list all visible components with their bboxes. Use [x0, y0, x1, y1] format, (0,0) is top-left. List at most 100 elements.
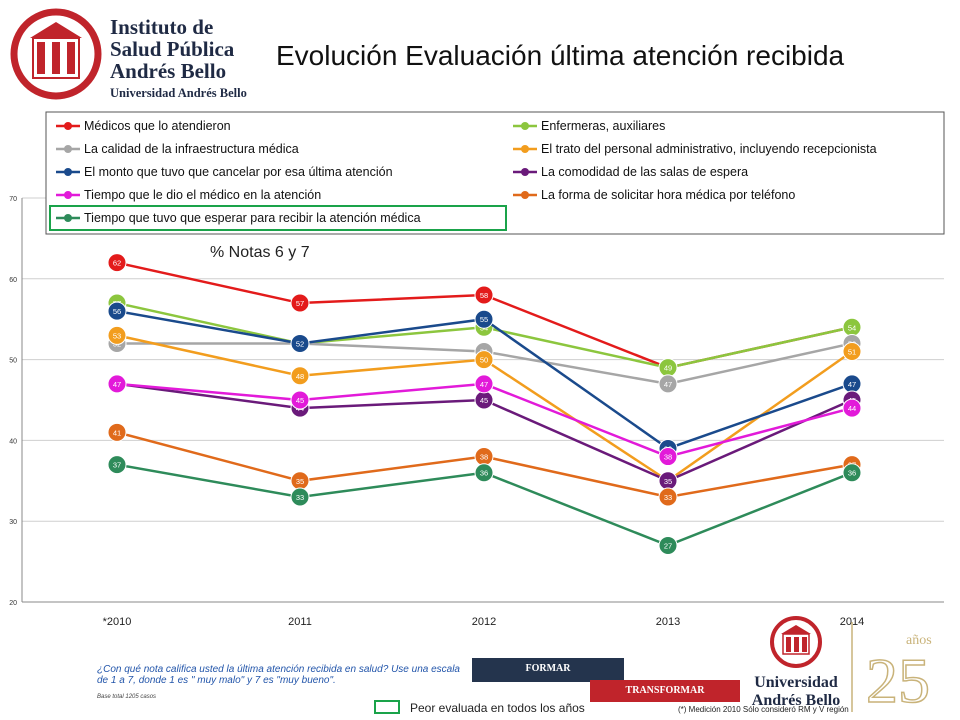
legend-label: El monto que tuvo que cancelar por esa ú… — [84, 165, 393, 179]
legend-label: El trato del personal administrativo, in… — [541, 142, 877, 156]
sample-base: Base total 1205 casos — [97, 694, 157, 700]
legend-label: Enfermeras, auxiliares — [541, 119, 665, 133]
highlight-legend-swatch — [374, 700, 400, 714]
data-point — [474, 374, 494, 394]
data-label: 48 — [296, 372, 304, 381]
x-tick-label: 2011 — [288, 616, 312, 628]
data-point — [107, 301, 127, 321]
survey-question: ¿Con qué nota califica usted la última a… — [97, 664, 460, 686]
data-label: 41 — [113, 428, 121, 437]
logo-line-2: Salud Pública — [110, 37, 235, 61]
data-point — [290, 293, 310, 313]
y-tick-label: 30 — [9, 519, 17, 526]
university-logo: Universidad Andrés Bello 25 años — [752, 616, 932, 717]
data-label: 47 — [664, 380, 672, 389]
legend-label: La calidad de la infraestructura médica — [84, 142, 299, 156]
legend-swatch-marker — [521, 122, 529, 130]
legend-item: La comodidad de las salas de espera — [513, 165, 748, 179]
banner-formar-label: FORMAR — [525, 663, 571, 674]
legend-swatch-marker — [521, 191, 529, 199]
data-label: 58 — [480, 291, 488, 300]
data-label: 62 — [113, 259, 121, 268]
y-tick-label: 20 — [9, 600, 17, 607]
logo-subtitle: Universidad Andrés Bello — [110, 86, 247, 100]
legend-swatch-marker — [64, 168, 72, 176]
data-point — [842, 342, 862, 362]
y-tick-label: 70 — [9, 196, 17, 203]
data-point — [474, 285, 494, 305]
legend-item: Tiempo que tuvo que esperar para recibir… — [49, 205, 507, 231]
legend-item: Tiempo que le dio el médico en la atenci… — [56, 188, 321, 202]
institute-name: Instituto de Salud Pública Andrés Bello … — [110, 16, 247, 101]
data-label: 36 — [480, 469, 488, 478]
y-tick-label: 40 — [9, 438, 17, 445]
series-group: 47 45 47 38 44 — [107, 374, 862, 467]
legend-highlight-frame — [49, 205, 507, 231]
data-label: 47 — [848, 380, 856, 389]
data-label: 35 — [664, 477, 672, 486]
data-point — [658, 374, 678, 394]
legend-label: Tiempo que tuvo que esperar para recibir… — [84, 211, 421, 225]
legend-label: Tiempo que le dio el médico en la atenci… — [84, 188, 321, 202]
data-label: 47 — [480, 380, 488, 389]
anniversary-number: 25 — [866, 645, 930, 716]
data-label: 51 — [848, 348, 856, 357]
institute-logo: Instituto de Salud Pública Andrés Bello … — [8, 6, 258, 106]
highlight-legend-label: Peor evaluada en todos los años — [410, 701, 585, 715]
data-point — [290, 487, 310, 507]
data-label: 50 — [480, 356, 488, 365]
data-point — [107, 325, 127, 345]
data-point — [474, 463, 494, 483]
data-point — [474, 309, 494, 329]
chart-subtitle: % Notas 6 y 7 — [210, 244, 310, 261]
data-point — [842, 463, 862, 483]
data-point — [107, 455, 127, 475]
university-emblem-icon — [770, 616, 822, 668]
legend-label: La forma de solicitar hora médica por te… — [541, 188, 795, 202]
data-point — [290, 390, 310, 410]
data-label: 54 — [848, 323, 856, 332]
data-point — [658, 447, 678, 467]
data-label: 45 — [480, 396, 488, 405]
chart-legend: Médicos que lo atendieron Enfermeras, aux… — [45, 111, 945, 235]
logo-line-3: Andrés Bello — [110, 59, 227, 83]
data-label: 33 — [296, 493, 304, 502]
legend-swatch-marker — [64, 214, 72, 222]
data-point — [290, 333, 310, 353]
legend-item: El trato del personal administrativo, in… — [513, 142, 877, 156]
data-point — [107, 422, 127, 442]
legend-swatch-marker — [64, 122, 72, 130]
data-label: 47 — [113, 380, 121, 389]
data-label: 36 — [848, 469, 856, 478]
legend-label: La comodidad de las salas de espera — [541, 165, 748, 179]
data-label: 53 — [113, 331, 121, 340]
legend-item: La calidad de la infraestructura médica — [56, 142, 299, 156]
data-label: 44 — [848, 404, 856, 413]
footnote: (*) Medición 2010 Sólo consideró RM y V … — [678, 705, 849, 714]
y-tick-label: 50 — [9, 358, 17, 365]
legend-swatch-marker — [64, 191, 72, 199]
legend-swatch-marker — [64, 145, 72, 153]
anniversary-label: años — [906, 633, 932, 648]
series-group: 41 35 38 33 37 — [107, 422, 862, 507]
series-group: 5652553947 — [107, 301, 862, 458]
data-point — [107, 374, 127, 394]
data-point — [842, 398, 862, 418]
legend-item: Médicos que lo atendieron — [56, 119, 231, 133]
logo-line-1: Instituto de — [110, 15, 214, 39]
y-tick-label: 60 — [9, 277, 17, 284]
x-tick-label: 2013 — [656, 616, 680, 628]
data-label: 52 — [296, 339, 304, 348]
data-label: 33 — [664, 493, 672, 502]
ua-logo-line-1: Universidad — [754, 674, 838, 691]
data-label: 45 — [296, 396, 304, 405]
chart-series: 6257584954575254495452525147525348503551… — [107, 253, 862, 555]
legend-swatch-marker — [521, 168, 529, 176]
x-tick-label: *2010 — [103, 616, 132, 628]
legend-item: El monto que tuvo que cancelar por esa ú… — [56, 165, 393, 179]
ua-logo-line-2: Andrés Bello — [752, 692, 840, 709]
data-point — [107, 253, 127, 273]
data-point — [474, 350, 494, 370]
